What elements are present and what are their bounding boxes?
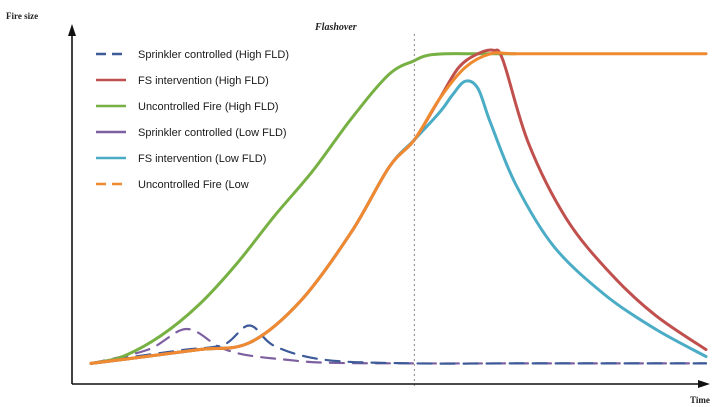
- legend-item-uncontrolled-fire-high-fld: Uncontrolled Fire (High FLD): [96, 101, 279, 113]
- legend-label: Uncontrolled Fire (Low: [138, 179, 249, 191]
- legend-label: Uncontrolled Fire (High FLD): [138, 101, 279, 113]
- legend-label: Sprinkler controlled (Low FLD): [138, 127, 287, 139]
- series-layer: [89, 48, 708, 365]
- legend-item-sprinkler-controlled-high-fld: Sprinkler controlled (High FLD): [96, 49, 289, 61]
- legend-label: FS intervention (High FLD): [138, 75, 269, 87]
- series-line-uncontrolled-fire-high-fld: [89, 52, 518, 365]
- flashover-label: Flashover: [314, 22, 357, 33]
- series-line-fs-intervention-high-fld: [89, 48, 708, 365]
- legend: Sprinkler controlled (High FLD) FS interv…: [96, 49, 289, 191]
- legend-label: FS intervention (Low FLD): [138, 153, 266, 165]
- legend-item-uncontrolled-fire-low: Uncontrolled Fire (Low: [96, 179, 249, 191]
- series-line-uncontrolled-fire-low: [89, 51, 708, 365]
- legend-item-fs-intervention-low-fld: FS intervention (Low FLD): [96, 153, 266, 165]
- x-axis-arrow: [698, 380, 710, 388]
- legend-item-fs-intervention-high-fld: FS intervention (High FLD): [96, 75, 269, 87]
- legend-item-sprinkler-controlled-low-fld: Sprinkler controlled (Low FLD): [96, 127, 287, 139]
- series-line-fs-intervention-low-fld: [89, 79, 708, 365]
- x-axis-label: Time: [690, 395, 710, 405]
- y-axis-label: Fire size: [6, 11, 38, 21]
- y-axis-arrow: [68, 24, 76, 36]
- series-line-sprinkler-controlled-low-fld: [89, 327, 708, 365]
- legend-label: Sprinkler controlled (High FLD): [138, 49, 289, 61]
- series-line-sprinkler-controlled-high-fld: [89, 324, 708, 365]
